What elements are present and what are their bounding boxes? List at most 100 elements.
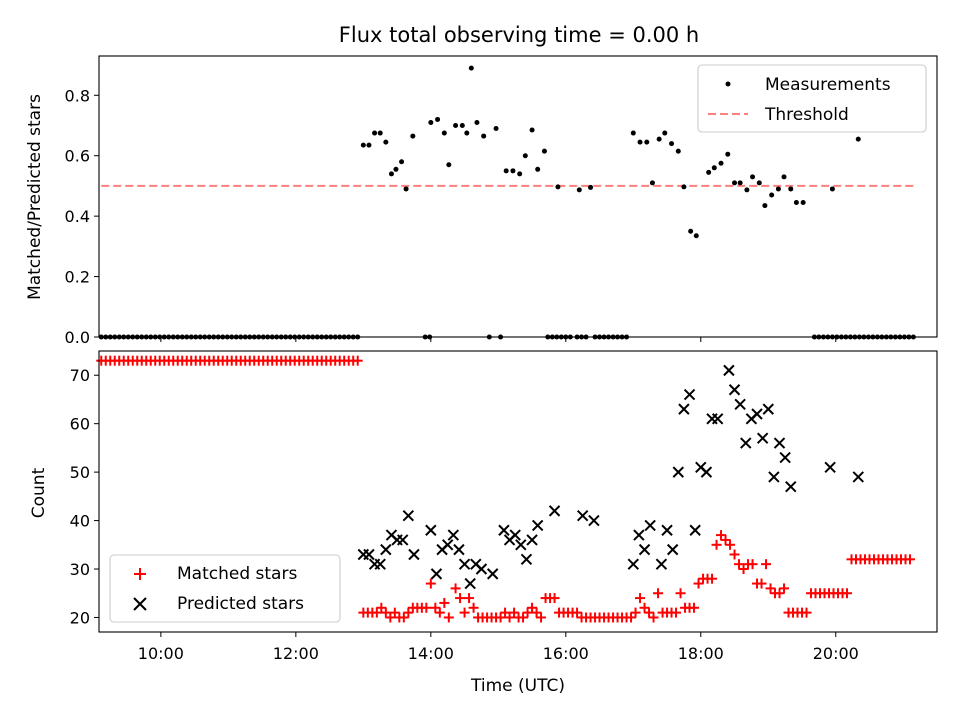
bottom-y-tick-label: 60: [70, 415, 90, 434]
measurement-point: [481, 133, 487, 139]
measurement-point: [644, 139, 650, 145]
matched-star-point: [734, 559, 745, 570]
matched-star-point: [430, 602, 441, 613]
matched-star-point: [689, 602, 700, 613]
measurement-point: [517, 171, 523, 177]
predicted-star-point: [678, 403, 690, 415]
predicted-star-point: [531, 519, 544, 532]
matched-star-point: [675, 588, 686, 599]
matched-star-point: [729, 549, 740, 560]
measurement-point: [762, 203, 768, 209]
top-y-ticks: 0.0 0.2 0.4 0.6 0.8: [65, 86, 99, 347]
predicted-star-point: [751, 408, 763, 420]
predicted-star-point: [655, 558, 668, 570]
matched-star-point: [459, 607, 470, 618]
measurement-point: [453, 122, 459, 128]
predicted-star-point: [734, 398, 746, 411]
measurement-point: [737, 180, 743, 186]
measurement-point: [366, 142, 372, 148]
predicted-star-point: [644, 519, 656, 532]
predicted-star-point: [408, 548, 420, 561]
measurement-point: [399, 159, 405, 165]
bottom-x-tick-label: 12:00: [273, 644, 319, 663]
legend-top-frame: [697, 64, 927, 133]
matched-star-point: [644, 607, 655, 618]
measurement-point: [711, 165, 717, 171]
matched-star-point: [905, 554, 916, 565]
bottom-plot-marks: [96, 355, 916, 623]
matched-star-point: [765, 583, 776, 594]
bottom-panel: Count Time (UTC) 20 30 40 50 60 70 10:00 12:00…: [29, 350, 938, 696]
measurement-point: [793, 200, 799, 206]
matched-star-point: [801, 607, 812, 618]
matched-star-point: [630, 607, 641, 618]
measurement-point: [718, 160, 724, 166]
matched-star-point: [774, 588, 785, 599]
legend-matched-marker: [134, 568, 146, 580]
matched-star-point: [509, 607, 520, 618]
matched-star-point: [450, 583, 461, 594]
measurement-point: [576, 187, 582, 193]
legend-measurements-label: Measurements: [765, 75, 891, 95]
legend-threshold-label: Threshold: [764, 105, 849, 125]
matched-star-point: [371, 607, 382, 618]
matched-star-point: [385, 612, 396, 623]
predicted-star-point: [627, 558, 640, 570]
top-y-tick-label: 0.4: [65, 207, 90, 226]
matched-star-point: [421, 602, 432, 613]
matched-star-point: [626, 612, 637, 623]
matched-star-point: [531, 607, 542, 618]
measurement-point: [788, 186, 794, 192]
matched-star-point: [635, 593, 646, 604]
bottom-y-ticks: 20 30 40 50 60 70: [70, 366, 99, 627]
predicted-star-point: [374, 558, 386, 570]
measurement-point: [637, 139, 643, 145]
chart-title-top: Flux total observing time = 0.00 h: [339, 23, 699, 47]
matched-star-point: [443, 612, 454, 623]
matched-star-point: [711, 539, 722, 550]
bottom-x-tick-label: 20:00: [813, 644, 859, 663]
bottom-x-ticks: 10:00 12:00 14:00 16:00 18:00 20:00: [138, 632, 859, 663]
measurement-point: [372, 130, 378, 136]
matched-star-point: [389, 607, 400, 618]
top-panel: Matched/Predicted stars 0.00.20.40.60.8 …: [25, 55, 938, 347]
predicted-star-point: [464, 577, 476, 590]
matched-star-point: [693, 578, 704, 589]
measurement-point: [669, 141, 675, 147]
predicted-star-point: [486, 568, 499, 580]
matched-star-point: [403, 607, 414, 618]
measurement-point: [744, 187, 750, 193]
matched-star-point: [518, 612, 529, 623]
measurement-point: [441, 130, 447, 136]
measurement-point: [535, 166, 541, 172]
predicted-star-point: [683, 388, 696, 401]
bottom-y-tick-label: 50: [70, 463, 90, 482]
matched-star-point: [425, 578, 436, 589]
measurement-point: [725, 151, 731, 157]
measurement-point: [435, 116, 441, 122]
matched-star-point: [536, 612, 547, 623]
measurement-point: [688, 228, 694, 234]
measurement-point: [410, 133, 416, 139]
predicted-star-point: [526, 534, 538, 546]
measurement-point: [529, 127, 535, 133]
measurement-point: [649, 180, 655, 186]
predicted-star-point: [425, 524, 437, 536]
bottom-axes-frame: [98, 350, 938, 633]
matched-star-point: [671, 607, 682, 618]
bottom-y-tick-label: 20: [70, 608, 90, 627]
measurement-point: [800, 200, 806, 206]
bottom-x-tick-label: 16:00: [543, 644, 589, 663]
predicted-star-point: [548, 505, 561, 517]
y-axis-label-bottom: Count: [29, 467, 49, 518]
top-axes-frame: [98, 55, 938, 338]
legend-measurements-marker: [725, 81, 731, 87]
bottom-x-tick-label: 10:00: [138, 644, 184, 663]
top-y-tick-label: 0.0: [65, 328, 90, 347]
predicted-star-point: [756, 432, 769, 444]
matched-star-point: [380, 607, 391, 618]
measurement-point: [388, 171, 394, 177]
measurement-point: [428, 119, 434, 125]
measurement-point: [541, 148, 547, 154]
